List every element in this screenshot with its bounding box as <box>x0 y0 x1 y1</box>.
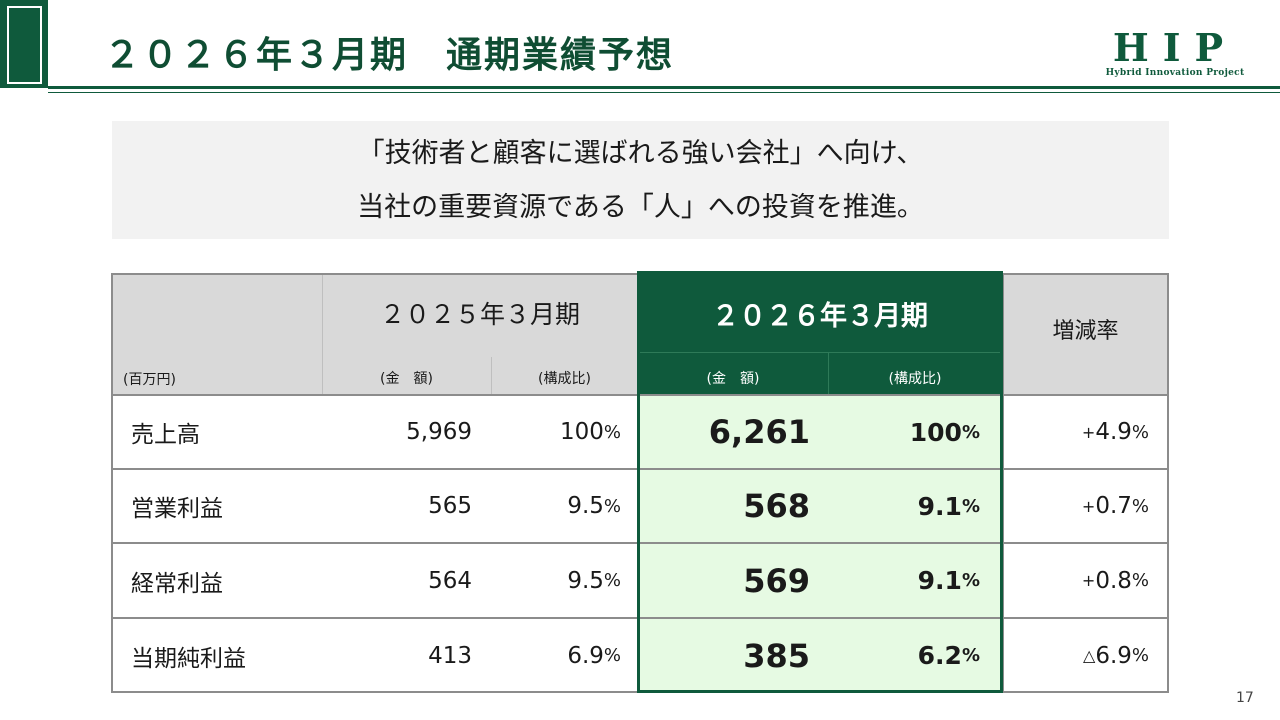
curr-ratio-header: (構成比) <box>888 371 942 387</box>
curr-period-header: ２０２６年３月期 <box>712 300 928 332</box>
prev-ratio-ordinary-profit: 9.5% <box>567 567 621 594</box>
curr-amount-header: (金 額) <box>706 371 760 387</box>
prev-amount-header: (金 額) <box>380 371 433 387</box>
curr-ratio-net-income: 6.2% <box>917 641 980 670</box>
curr-amount-net-income: 385 <box>743 636 810 675</box>
curr-amount-ordinary-profit: 569 <box>743 561 810 600</box>
prev-ratio-net-income: 6.9% <box>567 642 621 669</box>
unit-label: (百万円) <box>123 372 176 388</box>
curr-amount-sales: 6,261 <box>708 413 810 451</box>
corner-decoration <box>0 0 48 88</box>
change-ordinary-profit: +0.8% <box>1081 567 1149 594</box>
current-period-header-bg <box>638 271 1002 395</box>
prev-ratio-operating-profit: 9.5% <box>567 493 621 519</box>
change-header: 増減率 <box>1052 319 1119 344</box>
row-label-sales: 売上高 <box>131 422 200 448</box>
row-label-net-income: 当期純利益 <box>131 645 246 672</box>
message-box: 「技術者と顧客に選ばれる強い会社」へ向け、 当社の重要資源である「人」への投資を… <box>112 121 1169 239</box>
prev-period-header: ２０２５年３月期 <box>379 300 580 329</box>
logo-mark: HIP <box>1112 25 1238 70</box>
prev-ratio-header: (構成比) <box>538 371 591 387</box>
logo-subtitle: Hybrid Innovation Project <box>1105 68 1245 78</box>
prev-amount-operating-profit: 565 <box>428 493 472 519</box>
curr-amount-operating-profit: 568 <box>743 487 810 525</box>
current-period-body-bg <box>638 395 1002 693</box>
title-rule <box>48 86 1280 89</box>
change-sales: +4.9% <box>1081 419 1149 445</box>
row-label-operating-profit: 営業利益 <box>131 496 223 522</box>
company-logo: HIP Hybrid Innovation Project <box>1090 25 1260 79</box>
change-net-income: △ 6.9% <box>1083 642 1149 669</box>
page-number: 17 <box>1236 690 1254 706</box>
change-operating-profit: +0.7% <box>1081 493 1149 519</box>
prev-amount-sales: 5,969 <box>406 419 472 445</box>
header-bg-left <box>111 273 638 395</box>
current-period-highlight-border <box>637 271 1003 693</box>
title-rule-thin <box>48 92 1280 93</box>
header-bg-right <box>1002 273 1169 395</box>
curr-ratio-operating-profit: 9.1% <box>917 491 980 521</box>
forecast-table: (百万円) ２０２５年３月期 (金 額) (構成比) ２０２６年３月期 (金 額… <box>111 271 1169 693</box>
curr-ratio-sales: 100% <box>909 417 980 447</box>
prev-ratio-sales: 100% <box>559 419 621 445</box>
prev-amount-ordinary-profit: 564 <box>428 567 472 594</box>
message-line-1: 「技術者と顧客に選ばれる強い会社」へ向け、 <box>357 138 924 169</box>
page-title: ２０２６年３月期 通期業績予想 <box>104 35 675 76</box>
curr-ratio-ordinary-profit: 9.1% <box>917 566 980 595</box>
prev-amount-net-income: 413 <box>428 642 472 669</box>
row-label-ordinary-profit: 経常利益 <box>131 570 223 597</box>
message-line-2: 当社の重要資源である「人」への投資を推進。 <box>357 192 924 223</box>
